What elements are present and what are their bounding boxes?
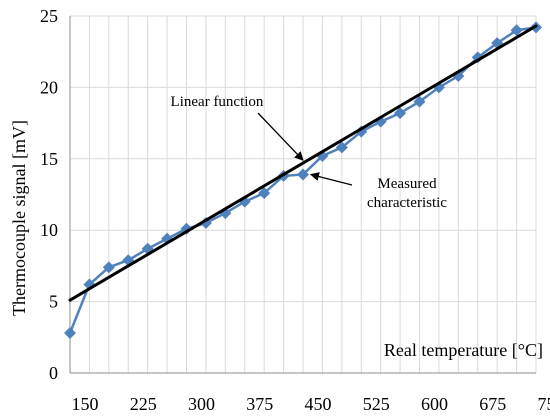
- x-tick-label: 225: [130, 394, 157, 414]
- x-tick-label: 750: [538, 394, 550, 414]
- y-tick-label: 5: [49, 292, 58, 312]
- series-layer: [64, 21, 542, 340]
- y-axis-label: Thermocouple signal [mV]: [9, 120, 29, 316]
- data-point-marker: [297, 168, 309, 181]
- data-point-marker: [394, 107, 407, 120]
- annotation-text: Linear function: [171, 94, 264, 110]
- data-point-marker: [64, 327, 76, 340]
- data-point-marker: [258, 187, 271, 200]
- x-tick-label: 375: [246, 394, 273, 414]
- y-tick-label: 0: [49, 363, 58, 383]
- x-tick-label: 450: [305, 394, 332, 414]
- axes: [69, 16, 536, 374]
- x-tick-label: 300: [188, 394, 215, 414]
- x-tick-label: 150: [72, 394, 99, 414]
- x-tick-label: 525: [363, 394, 390, 414]
- data-point-marker: [413, 95, 426, 108]
- annotation-linear: Linear function: [171, 94, 304, 161]
- tick-labels: 150 225 300 375 450 525 600 675 750 0 5 10 15 20 25: [40, 6, 550, 414]
- gridlines: [70, 15, 537, 373]
- y-tick-label: 15: [40, 149, 58, 169]
- y-tick-label: 10: [40, 220, 58, 240]
- x-axis-label: Real temperature [°C]: [384, 340, 543, 360]
- data-point-marker: [335, 141, 348, 154]
- linear-function-line: [68, 24, 538, 302]
- x-tick-label: 600: [421, 394, 448, 414]
- y-tick-label: 25: [40, 6, 58, 26]
- data-point-marker: [102, 261, 115, 274]
- annotation-measured: Measured characteristic: [309, 172, 447, 211]
- annotation-text: characteristic: [367, 195, 447, 211]
- annotation-arrow: [309, 172, 353, 186]
- annotation-text: Measured: [377, 176, 437, 192]
- annotation-arrow: [257, 112, 304, 161]
- data-point-marker: [510, 24, 523, 37]
- annotations: Linear function Measured characteristic: [171, 94, 448, 211]
- x-tick-label: 675: [479, 394, 506, 414]
- y-tick-label: 20: [40, 77, 58, 97]
